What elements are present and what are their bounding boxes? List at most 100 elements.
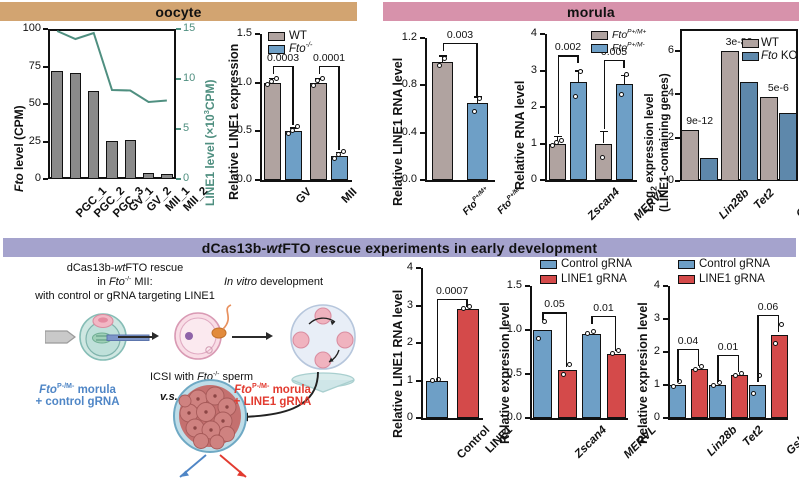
y-tick	[663, 417, 668, 419]
data-point	[430, 377, 436, 383]
mii-oocyte-illustration	[45, 313, 150, 361]
significance-tick	[717, 354, 719, 382]
legend-swatch	[540, 275, 557, 284]
data-point	[319, 75, 325, 81]
x-tick-label: Lin28b	[704, 424, 740, 459]
legend-swatch	[678, 275, 695, 284]
data-point	[265, 82, 271, 88]
y-axis	[545, 34, 547, 181]
data-point	[738, 370, 744, 376]
data-point	[340, 149, 346, 155]
x-tick-label: Zscan4	[572, 424, 609, 461]
banner-rescue-label: dCas13b-wtFTO rescue experiments in earl…	[201, 239, 598, 256]
significance-line	[717, 354, 739, 357]
data-point	[558, 138, 564, 144]
y2-tick	[176, 178, 181, 180]
y-tick	[540, 142, 545, 145]
bar-Zscan4-0	[532, 330, 552, 418]
y-tick-label: 75	[28, 59, 41, 72]
data-point	[560, 371, 566, 377]
y-tick	[540, 179, 545, 181]
bar-GV_1	[106, 140, 118, 179]
data-point	[573, 93, 579, 99]
arrow-2	[232, 336, 268, 338]
error-cap	[553, 135, 562, 138]
y-tick-label: 1.0	[506, 323, 522, 335]
y-tick-label: 3	[530, 63, 537, 76]
error-bar	[577, 70, 580, 83]
y2-tick	[176, 28, 181, 30]
legend-swatch	[742, 52, 759, 61]
data-point	[269, 79, 275, 85]
data-point	[584, 331, 590, 337]
bar-Gsk3b-0	[759, 96, 778, 181]
y-tick	[525, 329, 530, 331]
error-bar	[602, 130, 605, 144]
data-point	[336, 152, 342, 158]
y-tick	[540, 69, 545, 72]
y-axis	[530, 286, 532, 419]
y-tick-label: 100	[22, 22, 41, 34]
legend-swatch	[268, 32, 285, 41]
y-tick	[420, 37, 425, 39]
y2-tick	[176, 128, 181, 130]
y-tick-label: 3	[653, 312, 660, 324]
y-tick-label: 2	[406, 336, 413, 348]
diagram-title-line1: dCas13b-wtFTO rescue	[66, 262, 184, 274]
y-tick-label: 1.0	[236, 75, 252, 88]
bar-GV_2	[124, 140, 136, 179]
x-tick-label: Tet2	[740, 424, 766, 449]
y-tick	[663, 285, 668, 287]
y-tick	[416, 267, 421, 269]
significance-line	[603, 59, 625, 61]
y-tick-label: 0	[530, 173, 537, 185]
bar-Zscan4-1	[557, 370, 577, 418]
data-point	[609, 351, 615, 357]
y-tick-label: 3	[406, 298, 413, 311]
bar-Zscan4-0	[549, 143, 566, 180]
culture-dish-illustration	[290, 304, 356, 393]
chart-rescue-lin28b-tet2-gsk3b: Relative expresion level 0 1 2 3 4 0.04 0.01 0.…	[628, 258, 799, 468]
data-point	[600, 154, 606, 160]
y-tick	[663, 318, 668, 320]
diagram-title-line3: with control or gRNA targeting LINE1	[35, 290, 215, 302]
legend-label: LINE1 gRNA	[699, 273, 765, 285]
y-tick-label: 4	[406, 261, 413, 273]
data-point	[273, 75, 279, 81]
panelE-plot-frame	[680, 29, 798, 181]
y-tick-label: 0.8	[401, 78, 417, 91]
y-tick	[43, 103, 48, 105]
p-value-label: 0.05	[544, 298, 565, 310]
bar-MERVL-1	[606, 353, 626, 418]
y-tick-label: 25	[28, 134, 41, 147]
significance-tick	[777, 314, 779, 332]
zygote-icsi-illustration	[174, 304, 232, 360]
y-tick	[525, 285, 530, 287]
significance-tick	[603, 59, 605, 129]
panelE-ylabel: Log2 expression level	[644, 93, 659, 212]
y-tick	[663, 384, 668, 386]
chart-relative-line1-rna-morula: Relative LINE1 RNA level 0.0 0.4 0.8 1.2 0.0…	[383, 24, 522, 224]
data-point	[623, 71, 629, 77]
significance-line	[442, 42, 478, 45]
diagram-invitro-label: In vitro development	[224, 276, 324, 288]
significance-line	[542, 312, 567, 314]
x-tick-label: GV	[293, 186, 315, 207]
data-point	[311, 83, 317, 89]
y-tick	[663, 351, 668, 353]
data-point	[441, 56, 447, 62]
bar-Tet2-1	[730, 374, 748, 418]
y-axis	[421, 268, 423, 419]
bar-LINE1	[456, 308, 479, 418]
x-tick-label: Zscan4	[585, 186, 623, 223]
x-tick-label: Tet2	[751, 187, 777, 212]
significance-tick	[614, 315, 616, 351]
p-value-label: 0.003	[446, 28, 474, 41]
data-point	[698, 363, 704, 369]
bar-1	[467, 103, 488, 180]
error-cap	[268, 77, 277, 80]
significance-tick	[591, 315, 593, 324]
bar-Gsk3b-1	[770, 334, 788, 418]
y-tick-label: 0.0	[506, 411, 522, 423]
